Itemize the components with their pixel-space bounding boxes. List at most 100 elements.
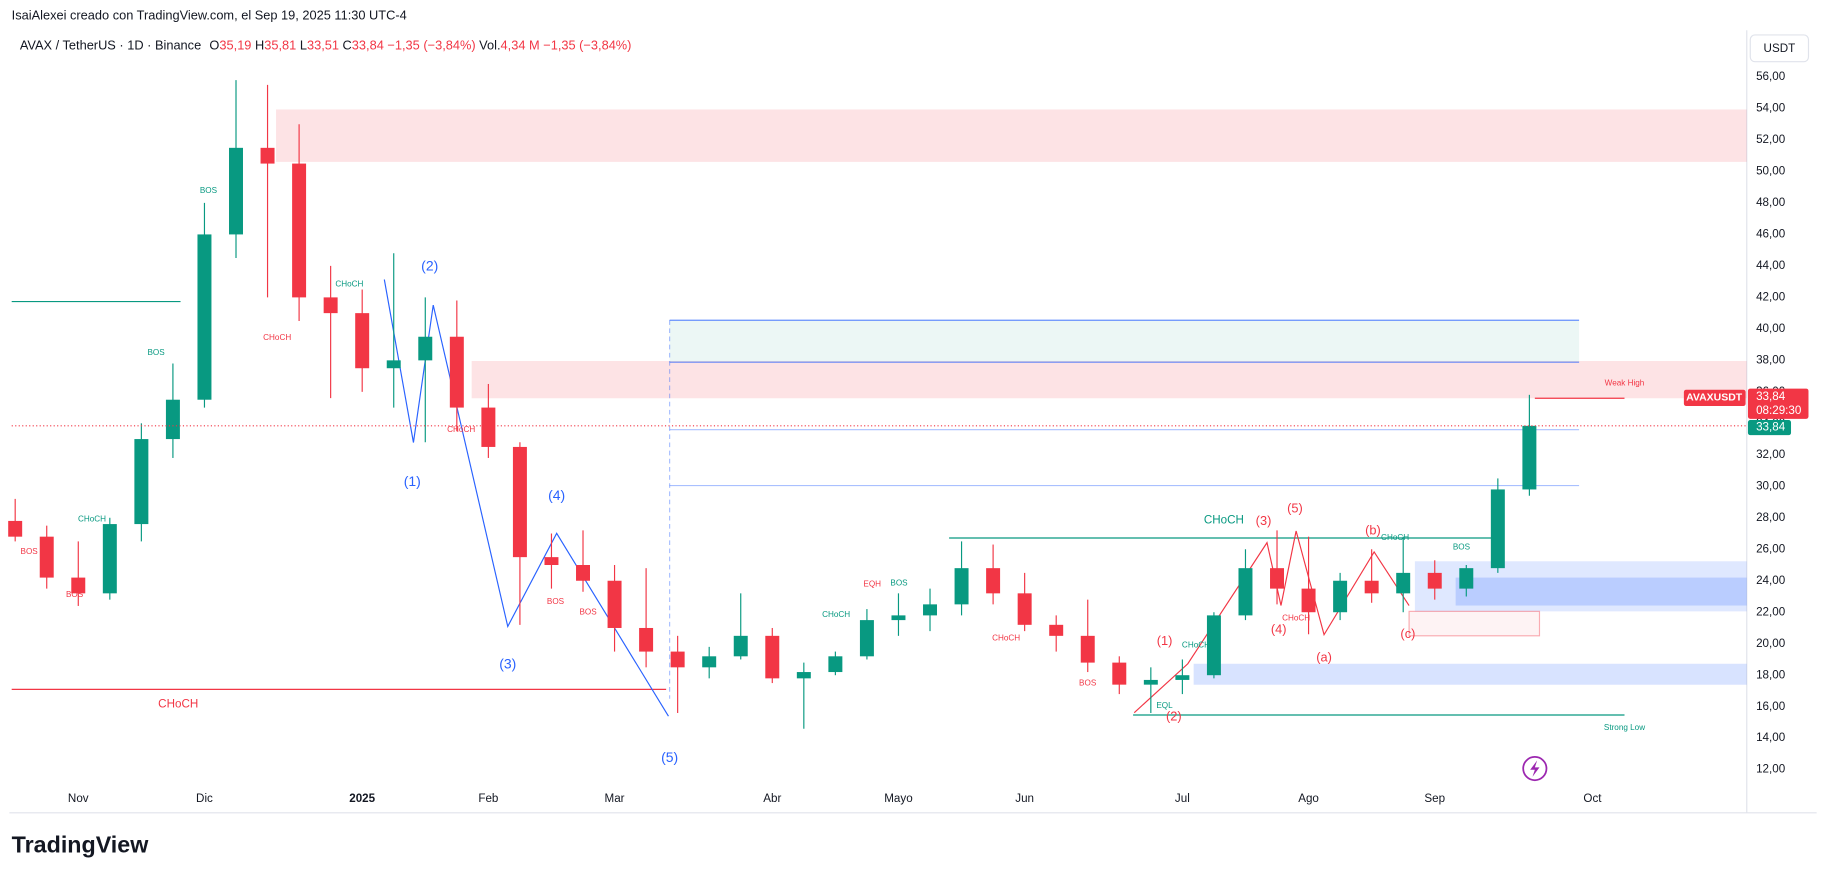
candle-body [544, 557, 559, 566]
annotation: (3) [1256, 513, 1272, 528]
volume: 4,34 M [501, 38, 540, 53]
y-tick-label: 20,00 [1756, 637, 1786, 650]
ohlc-label: L [300, 38, 307, 53]
price-tag [1747, 420, 1792, 436]
currency: USDT [1764, 42, 1796, 55]
candle-body [986, 568, 1001, 594]
y-tick-label: 22,00 [1756, 605, 1786, 618]
ohlc-label: C [343, 38, 352, 53]
target-zone [669, 320, 1580, 363]
y-tick-label: 56,00 [1756, 70, 1786, 83]
candle-body [891, 615, 906, 621]
price-tag-label: 33,84 [1756, 390, 1786, 403]
alert-bolt [1530, 760, 1540, 777]
volume-label: Vol. [479, 38, 500, 53]
candle-body [355, 313, 370, 369]
annotation: (c) [1400, 626, 1415, 641]
x-tick-label: Dic [196, 792, 213, 805]
order-block [1408, 610, 1541, 637]
candle-body [765, 635, 780, 679]
candle-body [954, 568, 969, 605]
y-tick-label: 24,00 [1756, 574, 1786, 587]
candle-body [165, 399, 180, 440]
candle-body [702, 656, 717, 668]
candle-body [418, 336, 433, 361]
candle-body [796, 672, 811, 679]
annotation: (1) [404, 473, 421, 489]
candle-body [481, 407, 496, 447]
wave-line [383, 279, 669, 717]
annotation: (5) [661, 749, 678, 765]
annotation: (4) [1271, 621, 1287, 636]
candle-body [102, 524, 117, 594]
x-tick-label: Sep [1424, 792, 1445, 805]
symbol: AVAX / TetherUS · 1D · Binance [20, 38, 201, 53]
candle-body [1112, 662, 1127, 685]
y-tick-label: 44,00 [1756, 259, 1786, 272]
candle-body [134, 439, 149, 525]
candle-body [449, 336, 464, 408]
y-tick-label: 30,00 [1756, 479, 1786, 492]
candle-body [1333, 580, 1348, 613]
annotation: (3) [499, 656, 516, 672]
footer-logo: TradingView [12, 832, 150, 858]
candle-body [292, 163, 307, 298]
candle-body [828, 656, 843, 673]
candle-body [386, 360, 401, 369]
symbol-tag [1683, 389, 1746, 407]
candle-body [1175, 675, 1190, 680]
zones [11, 109, 1747, 717]
candle-body [8, 520, 23, 537]
demand-zone [1193, 663, 1747, 685]
x-tick-label: Ago [1298, 792, 1319, 805]
supply-zone [276, 109, 1747, 162]
ohlc-label: O [209, 38, 219, 53]
candle-body [1270, 568, 1285, 589]
y-tick-label: 40,00 [1756, 322, 1786, 335]
y-tick-label: 38,00 [1756, 353, 1786, 366]
annotation: EQL [1156, 701, 1173, 710]
candle-body [1143, 679, 1158, 685]
y-tick-label: 54,00 [1756, 102, 1786, 115]
annotation: CHoCH [447, 425, 475, 434]
candle-body [71, 577, 86, 594]
legend: AVAX / TetherUS · 1D · Binance O35,19 H3… [20, 38, 632, 53]
candle-body [859, 620, 874, 657]
candle-body [1049, 624, 1064, 636]
volume-change: −1,35 (−3,84%) [543, 38, 631, 53]
annotation: CHoCH [335, 279, 363, 288]
ohlc-value: 35,19 [219, 38, 251, 53]
y-tick-label: 14,00 [1756, 731, 1786, 744]
annotation: BOS [66, 590, 84, 599]
supply-zone [471, 360, 1747, 399]
y-tick-label: 48,00 [1756, 196, 1786, 209]
annotation: BOS [580, 608, 598, 617]
annotation: BOS [147, 348, 165, 357]
y-tick-label: 50,00 [1756, 165, 1786, 178]
candle-body [260, 147, 275, 164]
candle-body [576, 565, 590, 581]
annotation: CHoCH [78, 515, 106, 524]
annotation: (2) [421, 257, 438, 273]
annotation: (4) [548, 487, 565, 503]
currency-button[interactable] [1749, 34, 1810, 63]
countdown: 08:29:30 [1756, 404, 1802, 417]
ohlc-value: 35,81 [264, 38, 296, 53]
annotation: Weak High [1605, 378, 1645, 387]
change: −1,35 (−3,84%) [387, 38, 475, 53]
candle-body [1459, 568, 1474, 589]
annotation: Strong Low [1604, 723, 1645, 732]
y-tick-label: 18,00 [1756, 668, 1786, 681]
annotation: (1) [1157, 633, 1173, 648]
candle-body [1017, 593, 1032, 625]
x-tick-label: Jun [1015, 792, 1034, 805]
annotation: CHoCH [822, 610, 850, 619]
x-tick-label: 2025 [349, 792, 375, 805]
candle-body [512, 446, 527, 558]
y-tick-label: 28,00 [1756, 511, 1786, 524]
x-tick-label: Mayo [884, 792, 912, 805]
y-tick-label: 16,00 [1756, 700, 1786, 713]
x-tick-label: Mar [605, 792, 625, 805]
